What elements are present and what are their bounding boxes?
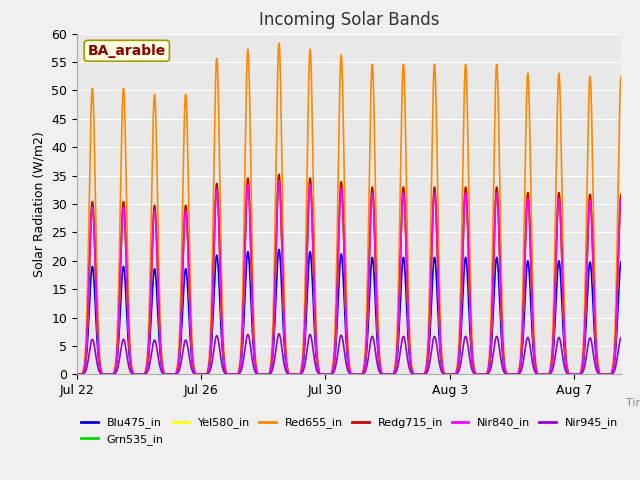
Y-axis label: Solar Radiation (W/m2): Solar Radiation (W/m2) bbox=[33, 131, 45, 277]
Text: BA_arable: BA_arable bbox=[88, 44, 166, 58]
Title: Incoming Solar Bands: Incoming Solar Bands bbox=[259, 11, 439, 29]
Legend: Blu475_in, Grn535_in, Yel580_in, Red655_in, Redg715_in, Nir840_in, Nir945_in: Blu475_in, Grn535_in, Yel580_in, Red655_… bbox=[77, 413, 623, 449]
Text: Time: Time bbox=[626, 398, 640, 408]
